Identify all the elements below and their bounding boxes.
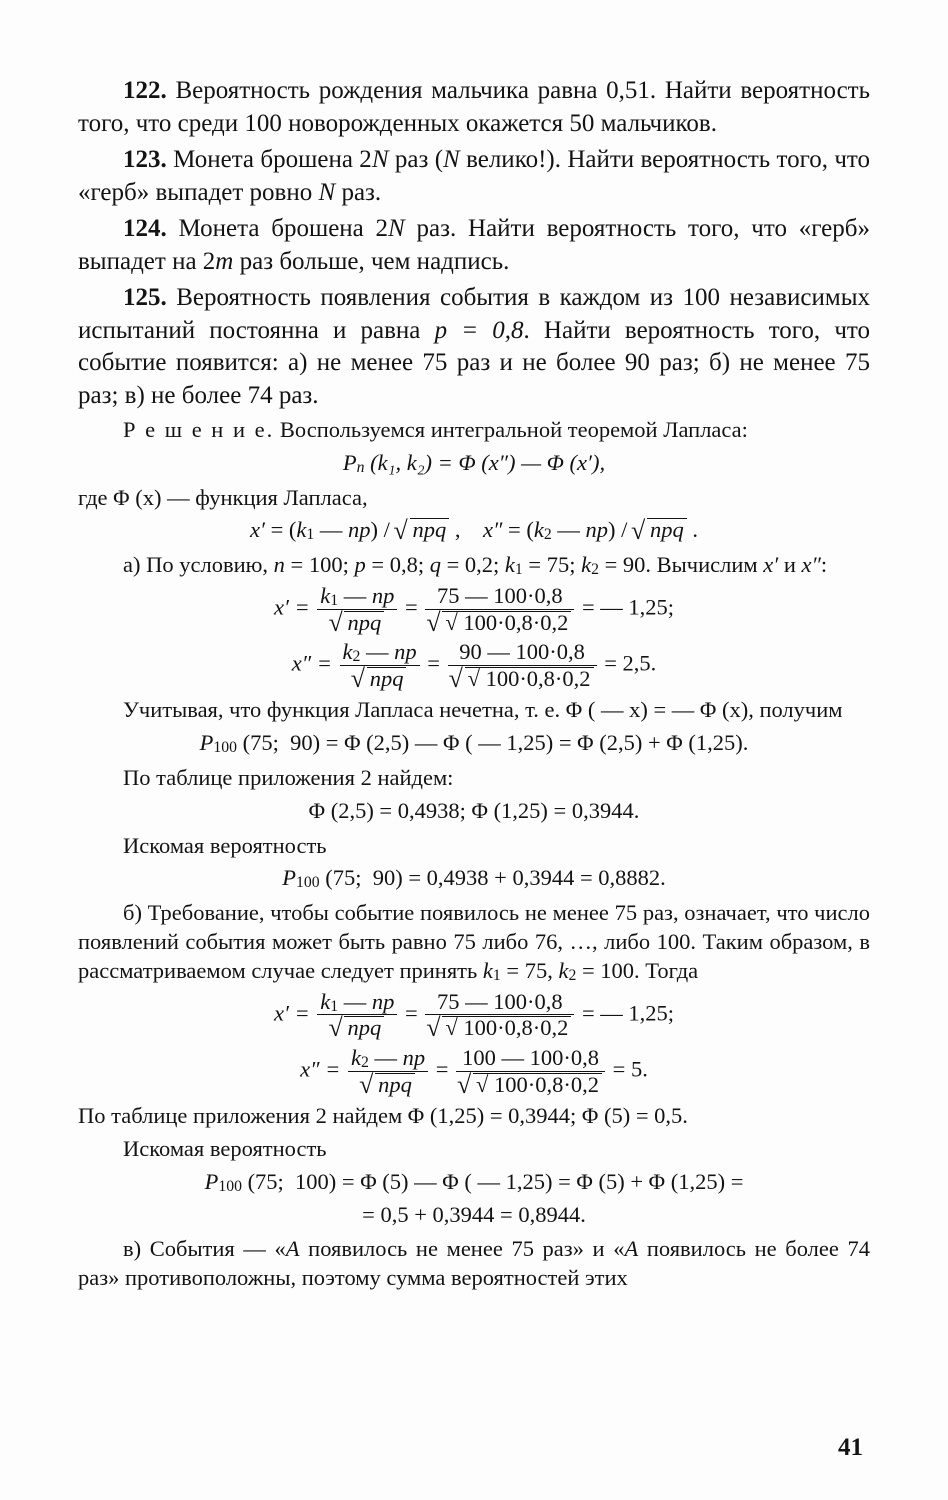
num: 100 — 100·0,8 bbox=[456, 1046, 605, 1072]
eq-b-result-l2: = 0,5 + 0,3944 = 0,8944. bbox=[78, 1201, 870, 1230]
problem-125: 125. Вероятность появления события в каж… bbox=[78, 282, 870, 412]
eq-b-x1: x′ = k1 — npnpq = 75 — 100·0,8√ 100·0,8·… bbox=[78, 990, 870, 1040]
lhs: x′ = bbox=[274, 1000, 310, 1025]
num: 90 — 100·0,8 bbox=[448, 640, 597, 666]
rhs: = — 1,25; bbox=[582, 594, 674, 619]
problem-123: 123. Монета брошена 2N раз (N велико!). … bbox=[78, 144, 870, 209]
eq-a-p100: P100 P₁₀₀ (75; 90) = Φ (2,5) — Φ ( — 1,2… bbox=[78, 729, 870, 758]
var-A: A bbox=[624, 1236, 638, 1261]
text: раз. bbox=[335, 179, 381, 206]
text: раз ( bbox=[389, 146, 444, 173]
num: 75 — 100·0,8 bbox=[425, 990, 574, 1016]
table-ref-b: По таблице приложения 2 найдем Φ (1,25) … bbox=[78, 1102, 870, 1131]
problem-number: 125. bbox=[123, 284, 167, 311]
odd-note: Учитывая, что функция Лапласа нечетна, т… bbox=[78, 696, 870, 725]
eq-a-result: P100 (75; 90) = 0,4938 + 0,3944 = 0,8882… bbox=[78, 864, 870, 893]
problem-124: 124. Монета брошена 2N раз. Найти вероят… bbox=[78, 213, 870, 278]
part-b-intro: б) Требование, чтобы событие появилось н… bbox=[78, 899, 870, 985]
eq-a-x1: x′ = k1 — npnpq = 75 — 100·0,8√ 100·0,8·… bbox=[78, 584, 870, 634]
var-A: A bbox=[286, 1236, 300, 1261]
text: появилось не менее 75 раз» и « bbox=[300, 1236, 625, 1261]
eq-p: p = 0,8 bbox=[435, 317, 524, 344]
var-N: N bbox=[319, 179, 336, 206]
problem-number: 124. bbox=[123, 215, 167, 242]
den: √ 100·0,8·0,2 bbox=[473, 1073, 602, 1097]
den: √ 100·0,8·0,2 bbox=[442, 611, 571, 635]
num: 75 — 100·0,8 bbox=[425, 584, 574, 610]
var-N: N bbox=[372, 146, 389, 173]
problem-122: 122. Вероятность рождения мальчика равна… bbox=[78, 75, 870, 140]
problem-text: Вероятность рождения мальчика равна 0,51… bbox=[78, 77, 870, 137]
result-label-a: Искомая вероятность bbox=[78, 832, 870, 861]
result-label-b: Искомая вероятность bbox=[78, 1135, 870, 1164]
den: √ 100·0,8·0,2 bbox=[465, 667, 594, 691]
text: Монета брошена 2 bbox=[179, 215, 389, 242]
eq-a-phi-vals: Φ (2,5) = 0,4938; Φ (1,25) = 0,3944. bbox=[78, 797, 870, 826]
page-number: 41 bbox=[838, 1434, 863, 1462]
eq-b-result-l1: P100 (75; 100) = Φ (5) — Φ ( — 1,25) = Φ… bbox=[78, 1168, 870, 1197]
den: √ 100·0,8·0,2 bbox=[442, 1016, 571, 1040]
text: Воспользуемся интегральной теоремой Лапл… bbox=[280, 417, 748, 442]
lhs: x′ = bbox=[274, 594, 310, 619]
rhs: = — 1,25; bbox=[582, 1000, 674, 1025]
var-m: m bbox=[215, 248, 233, 275]
problem-number: 122. bbox=[123, 77, 167, 104]
var-N: N bbox=[443, 146, 460, 173]
solution-intro: Р е ш е н и е. Воспользуемся интегрально… bbox=[78, 416, 870, 445]
eq-xprime-def: x′ = (k1 — np) / npq , x″ = (k2 — np) / … bbox=[78, 516, 870, 545]
lhs: x″ = bbox=[300, 1056, 340, 1081]
text: в) События — « bbox=[123, 1236, 286, 1261]
eq-a-x2: x″ = k2 — npnpq = 90 — 100·0,8√ 100·0,8·… bbox=[78, 640, 870, 690]
lhs: x″ = bbox=[292, 651, 332, 676]
solution-label: Р е ш е н и е. bbox=[123, 417, 274, 442]
rhs: = 2,5. bbox=[604, 651, 656, 676]
eq-laplace: Pn (k₁, k₂) = Φ (x″) — Φ (x′), bbox=[78, 449, 870, 478]
text: Монета брошена 2 bbox=[173, 146, 372, 173]
rhs: = 5. bbox=[613, 1056, 648, 1081]
table-ref-a: По таблице приложения 2 найдем: bbox=[78, 764, 870, 793]
part-c-intro: в) События — «A появилось не менее 75 ра… bbox=[78, 1235, 870, 1293]
problem-number: 123. bbox=[123, 146, 167, 173]
page: 122. Вероятность рождения мальчика равна… bbox=[0, 0, 948, 1357]
P: P bbox=[343, 450, 357, 475]
args: (k₁, k₂) = Φ (x″) — Φ (x′), bbox=[370, 450, 605, 475]
var-N: N bbox=[388, 215, 405, 242]
text: раз больше, чем надпись. bbox=[233, 248, 509, 275]
eq-b-x2: x″ = k2 — npnpq = 100 — 100·0,8√ 100·0,8… bbox=[78, 1046, 870, 1096]
where-line: где Φ (x) — функция Лапласа, bbox=[78, 484, 870, 513]
n: n bbox=[357, 459, 365, 476]
part-a-intro: а) По условию, n = 100; p = 0,8; q = 0,2… bbox=[78, 551, 870, 580]
